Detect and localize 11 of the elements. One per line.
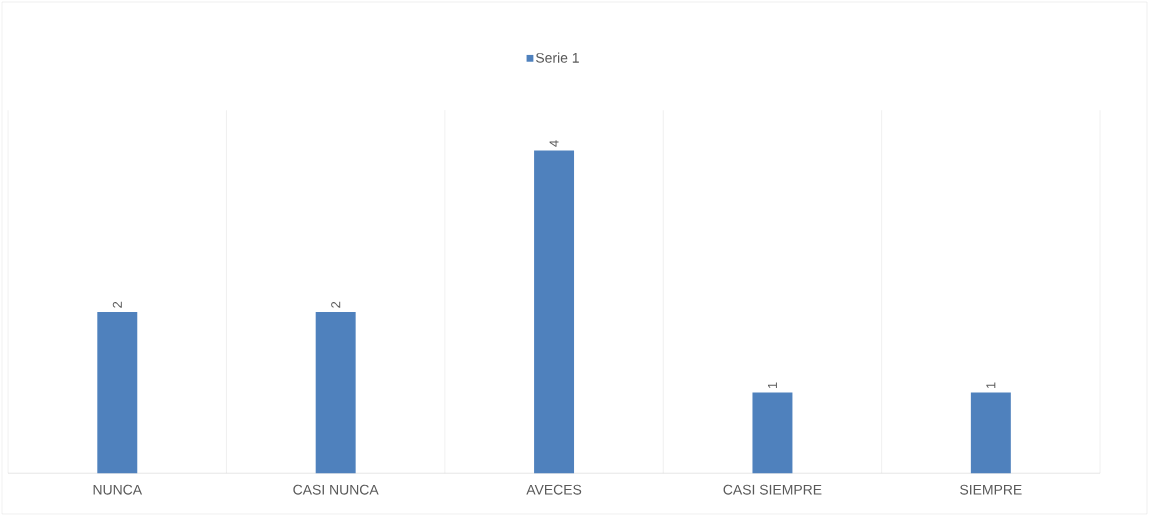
x-tick-label: CASI NUNCA	[293, 484, 379, 495]
legend-label: Serie 1	[536, 52, 579, 63]
data-label: 4	[549, 140, 559, 147]
data-label: 2	[331, 301, 341, 308]
data-label: 1	[986, 382, 996, 389]
data-label: 1	[768, 382, 777, 389]
data-label: 2	[112, 301, 122, 308]
x-tick-label: NUNCA	[93, 484, 143, 495]
x-tick-label: AVECES	[526, 484, 582, 495]
x-tick-label: CASI SIEMPRE	[723, 484, 822, 495]
x-tick-label: SIEMPRE	[960, 484, 1022, 495]
